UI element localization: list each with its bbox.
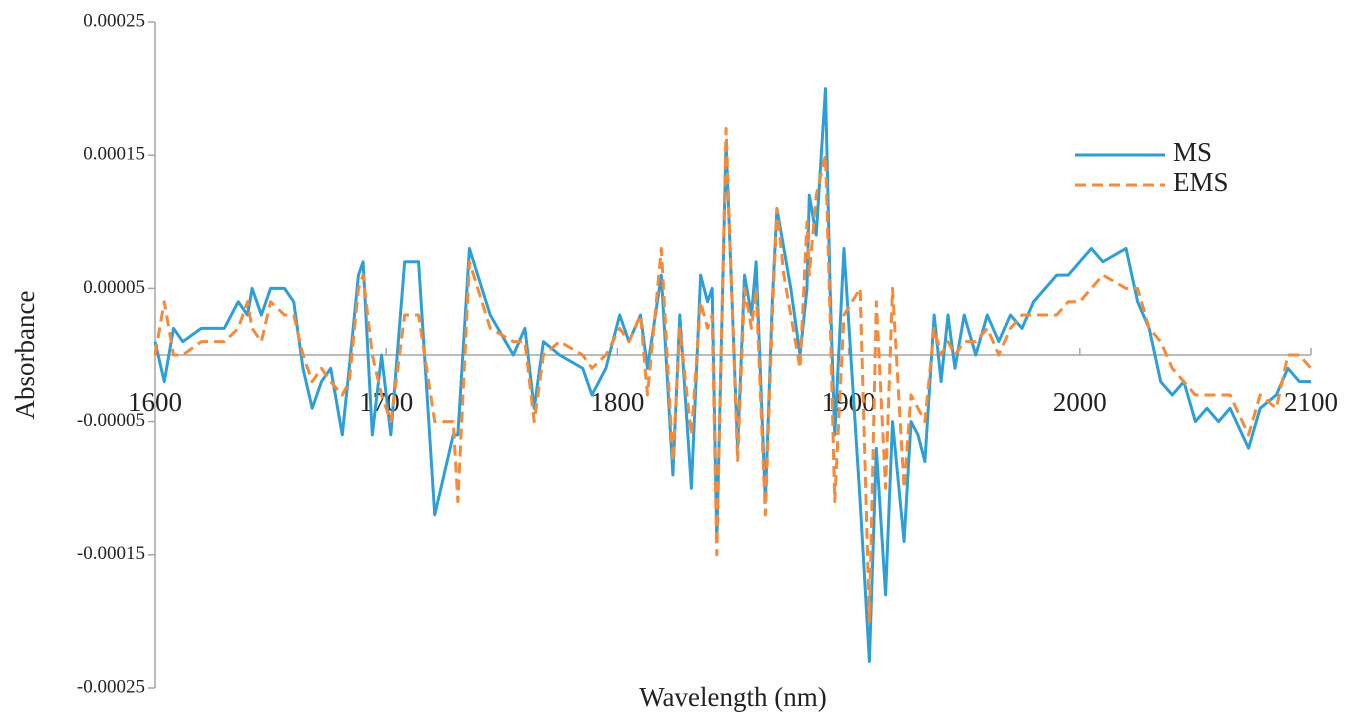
y-axis-title: Absorbance [10, 291, 40, 420]
y-tick-label: 0.00005 [83, 277, 145, 298]
legend-label: EMS [1173, 167, 1229, 197]
x-tick-label: 2000 [1053, 387, 1107, 417]
x-axis-title: Wavelength (nm) [639, 682, 827, 712]
y-tick-label: -0.00005 [77, 410, 145, 431]
data-line [153, 127, 1313, 623]
data-line [153, 87, 1311, 663]
x-tick-label: 1800 [590, 387, 644, 417]
y-tick-label: -0.00015 [77, 543, 145, 564]
y-tick-label: -0.00025 [77, 676, 145, 697]
x-tick-label: 2100 [1284, 387, 1338, 417]
legend-label: MS [1173, 137, 1212, 167]
y-tick-label: 0.00015 [83, 144, 145, 165]
x-tick-label: 1900 [822, 387, 876, 417]
y-tick-label: 0.00025 [83, 10, 145, 31]
x-tick-label: 1600 [128, 387, 182, 417]
